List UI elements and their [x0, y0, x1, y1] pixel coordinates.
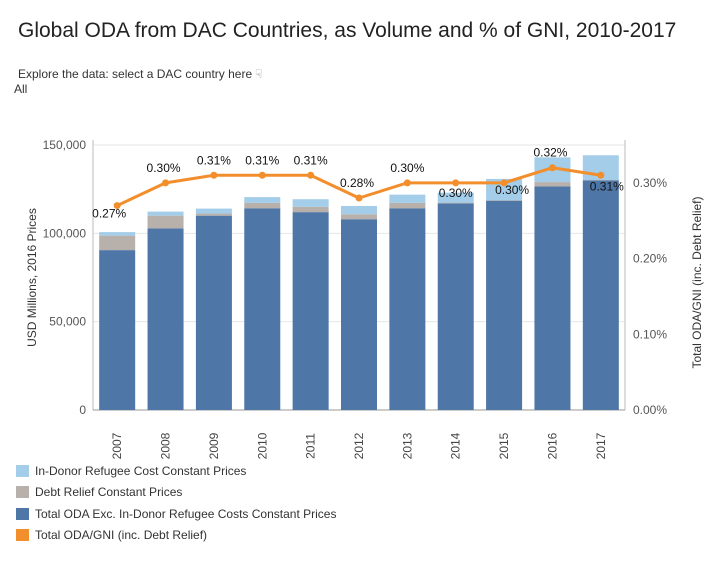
- legend-label-ratio: Total ODA/GNI (inc. Debt Relief): [35, 528, 208, 543]
- legend: In-Donor Refugee Cost Constant Prices De…: [16, 460, 336, 546]
- x-tick-label: 2008: [159, 432, 173, 459]
- legend-label-oda: Total ODA Exc. In-Donor Refugee Costs Co…: [35, 506, 337, 521]
- ratio-data-label: 0.32%: [533, 146, 567, 160]
- bar-oda: [292, 212, 329, 410]
- bar-oda: [195, 215, 232, 410]
- legend-item-ratio[interactable]: Total ODA/GNI (inc. Debt Relief): [16, 525, 336, 547]
- y-tick-label: 50,000: [49, 315, 86, 329]
- y2-tick-label: 0.30%: [633, 176, 667, 190]
- ratio-point: [548, 164, 556, 172]
- filter-prompt-text: Explore the data: select a DAC country h…: [18, 67, 253, 81]
- ratio-point: [355, 194, 363, 202]
- legend-swatch-ratio: [16, 529, 29, 542]
- country-filter-prompt[interactable]: Explore the data: select a DAC country h…: [18, 67, 262, 81]
- x-tick-label: 2017: [594, 432, 608, 459]
- ratio-point: [210, 171, 218, 179]
- x-tick-label: 2012: [352, 432, 366, 459]
- y2-tick-label: 0.00%: [633, 403, 667, 417]
- legend-label-refugee: In-Donor Refugee Cost Constant Prices: [35, 463, 247, 478]
- legend-swatch-debt: [16, 486, 29, 499]
- legend-item-oda[interactable]: Total ODA Exc. In-Donor Refugee Costs Co…: [16, 503, 336, 525]
- bar-debt-relief: [437, 202, 474, 204]
- legend-label-debt: Debt Relief Constant Prices: [35, 485, 183, 500]
- bar-refugee-cost: [341, 205, 377, 215]
- legend-swatch-oda: [16, 507, 29, 520]
- chart-title: Global ODA from DAC Countries, as Volume…: [18, 19, 677, 42]
- country-filter-value[interactable]: All: [14, 82, 28, 96]
- bar-oda: [99, 250, 136, 410]
- legend-item-debt[interactable]: Debt Relief Constant Prices: [16, 482, 336, 504]
- bar-debt-relief: [147, 215, 184, 229]
- ratio-point: [403, 179, 411, 187]
- y-tick-label: 0: [79, 403, 86, 417]
- ratio-data-label: 0.31%: [245, 153, 279, 167]
- legend-item-refugee[interactable]: In-Donor Refugee Cost Constant Prices: [16, 460, 336, 482]
- bar-debt-relief: [244, 202, 281, 209]
- bar-refugee-cost: [147, 211, 184, 216]
- bar-oda: [244, 208, 281, 410]
- bar-debt-relief: [534, 182, 571, 187]
- bar-oda: [341, 219, 377, 410]
- y2-axis-title: Total ODA/GNI (inc. Debt Relief): [690, 196, 704, 368]
- y-axis-title: USD Millions, 2016 Prices: [25, 208, 39, 347]
- ratio-point: [597, 171, 605, 179]
- ratio-point: [500, 179, 508, 187]
- bar-refugee-cost: [437, 192, 474, 203]
- legend-swatch-refugee: [16, 464, 29, 477]
- bar-debt-relief: [195, 213, 232, 216]
- ratio-data-label: 0.28%: [340, 176, 374, 190]
- ratio-data-label: 0.31%: [294, 153, 328, 167]
- bar-refugee-cost: [389, 194, 426, 203]
- x-tick-label: 2014: [449, 432, 463, 459]
- x-tick-label: 2010: [255, 432, 269, 459]
- bar-refugee-cost: [99, 232, 136, 236]
- ratio-data-label: 0.30%: [439, 186, 473, 200]
- pointing-hand-icon: ☟: [255, 67, 263, 81]
- x-tick-label: 2009: [207, 432, 221, 459]
- x-tick-label: 2013: [400, 432, 414, 459]
- oda-chart: 0 50,000 100,000 150,000 0.00% 0.10% 0.20% 0.30…: [25, 138, 704, 459]
- bar-oda: [534, 186, 571, 410]
- ratio-data-label: 0.31%: [197, 153, 231, 167]
- bar-refugee-cost: [292, 199, 329, 207]
- bar-refugee-cost: [195, 208, 232, 214]
- bar-oda: [147, 228, 184, 410]
- bar-refugee-cost: [244, 197, 281, 203]
- bar-debt-relief: [486, 200, 523, 201]
- y-tick-label: 150,000: [43, 138, 87, 152]
- bar-debt-relief: [341, 214, 377, 220]
- bar-oda: [582, 180, 619, 410]
- ratio-point: [452, 179, 460, 187]
- y2-tick-label: 0.10%: [633, 327, 667, 341]
- ratio-data-label: 0.27%: [92, 207, 126, 221]
- bar-oda: [389, 208, 426, 410]
- bar-oda: [486, 200, 523, 410]
- ratio-point: [113, 202, 121, 210]
- bar-debt-relief: [99, 235, 136, 251]
- x-tick-label: 2007: [110, 432, 124, 459]
- ratio-point: [258, 171, 266, 179]
- bar-debt-relief: [389, 202, 426, 209]
- ratio-data-label: 0.30%: [495, 183, 529, 197]
- ratio-point: [307, 171, 315, 179]
- ratio-data-label: 0.30%: [147, 161, 181, 175]
- x-tick-label: 2015: [497, 432, 511, 459]
- x-tick-label: 2011: [304, 433, 318, 459]
- ratio-point: [162, 179, 170, 187]
- ratio-data-label: 0.30%: [390, 161, 424, 175]
- bar-oda: [437, 203, 474, 410]
- ratio-data-label: 0.31%: [590, 179, 624, 193]
- bar-debt-relief: [292, 206, 329, 213]
- y-tick-label: 100,000: [43, 226, 87, 240]
- x-tick-label: 2016: [545, 432, 559, 459]
- y2-tick-label: 0.20%: [633, 252, 667, 266]
